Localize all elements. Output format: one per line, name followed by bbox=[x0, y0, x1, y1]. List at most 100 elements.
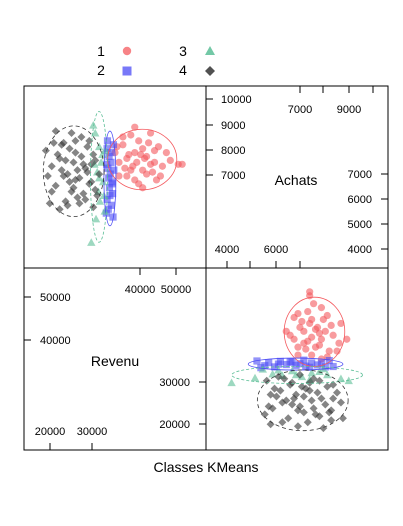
data-point-cluster-4 bbox=[41, 146, 50, 155]
data-point-cluster-4 bbox=[313, 388, 322, 397]
data-point-cluster-4 bbox=[71, 136, 80, 145]
data-point-cluster-4 bbox=[319, 424, 328, 433]
data-point-cluster-2 bbox=[292, 361, 300, 369]
diagonal-label-achats: Achats bbox=[275, 172, 318, 188]
data-point-cluster-2 bbox=[106, 191, 114, 200]
data-point-cluster-1 bbox=[144, 139, 153, 147]
data-point-cluster-1 bbox=[137, 150, 145, 159]
tick-label: 7000 bbox=[221, 170, 245, 182]
data-point-cluster-4 bbox=[77, 132, 86, 141]
data-point-cluster-3 bbox=[315, 367, 324, 376]
tick-label: 20000 bbox=[159, 419, 190, 431]
data-point-cluster-2 bbox=[107, 201, 116, 209]
data-point-cluster-3 bbox=[95, 197, 105, 205]
data-point-cluster-3 bbox=[96, 158, 106, 166]
tick-label: 40000 bbox=[40, 335, 71, 347]
data-point-cluster-2 bbox=[308, 359, 316, 367]
data-point-cluster-1 bbox=[308, 315, 316, 324]
data-point-cluster-3 bbox=[319, 364, 328, 373]
ellipse-cluster-4 bbox=[256, 369, 349, 432]
data-point-cluster-4 bbox=[61, 156, 70, 165]
ellipse-cluster-3 bbox=[231, 365, 363, 384]
data-point-cluster-4 bbox=[65, 177, 74, 186]
data-point-cluster-4 bbox=[65, 144, 74, 153]
data-point-cluster-4 bbox=[293, 406, 302, 415]
legend-label-4: 4 bbox=[179, 62, 187, 78]
data-point-cluster-4 bbox=[266, 420, 275, 429]
panel-revenu-vs-achats-points bbox=[41, 121, 186, 246]
data-point-cluster-4 bbox=[303, 418, 312, 427]
ellipse-cluster-4 bbox=[42, 125, 105, 218]
tick-label: 30000 bbox=[159, 377, 190, 389]
tick-label: 5000 bbox=[348, 219, 372, 231]
tick-label: 50000 bbox=[40, 292, 71, 304]
data-point-cluster-2 bbox=[300, 356, 308, 364]
data-point-cluster-2 bbox=[108, 180, 116, 188]
data-point-cluster-1 bbox=[121, 164, 129, 172]
tick-label: 30000 bbox=[77, 426, 108, 438]
data-point-cluster-1 bbox=[143, 170, 151, 178]
data-point-cluster-3 bbox=[336, 374, 346, 383]
data-point-cluster-4 bbox=[59, 172, 68, 181]
data-point-cluster-1 bbox=[152, 176, 161, 184]
tick-label: 8000 bbox=[221, 145, 245, 157]
data-point-cluster-1 bbox=[319, 315, 327, 324]
data-point-cluster-4 bbox=[266, 390, 275, 399]
data-point-cluster-4 bbox=[63, 201, 72, 210]
legend: 1 2 3 4 bbox=[97, 43, 215, 78]
data-point-cluster-1 bbox=[166, 156, 174, 164]
data-point-cluster-3 bbox=[94, 142, 104, 151]
data-point-cluster-1 bbox=[298, 317, 306, 326]
tick-label: 10000 bbox=[221, 94, 252, 106]
data-point-cluster-1 bbox=[139, 145, 147, 153]
data-point-cluster-2 bbox=[103, 160, 111, 168]
data-point-cluster-2 bbox=[261, 362, 269, 370]
data-point-cluster-2 bbox=[321, 363, 329, 371]
data-point-cluster-4 bbox=[43, 172, 52, 181]
data-point-cluster-1 bbox=[127, 131, 135, 139]
data-point-cluster-4 bbox=[270, 384, 279, 393]
data-point-cluster-2 bbox=[107, 158, 115, 166]
data-point-cluster-1 bbox=[158, 162, 167, 170]
data-point-cluster-1 bbox=[343, 335, 351, 343]
data-point-cluster-2 bbox=[325, 356, 333, 365]
data-point-cluster-1 bbox=[148, 168, 157, 176]
data-point-cluster-1 bbox=[321, 327, 329, 335]
data-point-cluster-1 bbox=[139, 184, 147, 192]
data-point-cluster-4 bbox=[45, 199, 54, 208]
tick-label: 9000 bbox=[337, 104, 361, 116]
data-point-cluster-4 bbox=[69, 158, 78, 167]
data-point-cluster-2 bbox=[105, 152, 113, 161]
data-point-cluster-1 bbox=[325, 347, 333, 355]
data-point-cluster-4 bbox=[55, 205, 64, 214]
data-point-cluster-1 bbox=[115, 158, 123, 166]
data-point-cluster-1 bbox=[304, 337, 312, 345]
data-point-cluster-1 bbox=[125, 150, 133, 159]
data-point-cluster-4 bbox=[329, 394, 338, 403]
data-point-cluster-1 bbox=[162, 148, 170, 157]
tick-label: 6000 bbox=[264, 244, 288, 256]
data-point-cluster-2 bbox=[105, 174, 113, 182]
data-point-cluster-4 bbox=[307, 396, 316, 405]
data-point-cluster-2 bbox=[105, 184, 114, 192]
data-point-cluster-2 bbox=[306, 363, 314, 371]
data-point-cluster-4 bbox=[299, 392, 308, 401]
data-point-cluster-1 bbox=[290, 313, 298, 322]
cluster-ellipses bbox=[42, 111, 363, 432]
data-point-cluster-4 bbox=[51, 127, 60, 136]
data-point-cluster-4 bbox=[53, 150, 62, 159]
tick-marks bbox=[24, 86, 388, 450]
data-point-cluster-1 bbox=[146, 129, 155, 137]
data-point-cluster-3 bbox=[258, 365, 268, 373]
data-point-cluster-4 bbox=[63, 170, 72, 179]
data-point-cluster-1 bbox=[308, 351, 316, 359]
data-point-cluster-1 bbox=[317, 335, 326, 343]
data-point-cluster-4 bbox=[47, 187, 56, 196]
data-point-cluster-4 bbox=[49, 138, 58, 147]
data-point-cluster-1 bbox=[294, 343, 302, 351]
data-point-cluster-1 bbox=[329, 331, 337, 339]
data-point-cluster-4 bbox=[57, 166, 66, 175]
data-point-cluster-4 bbox=[51, 181, 60, 190]
data-point-cluster-4 bbox=[282, 396, 291, 405]
